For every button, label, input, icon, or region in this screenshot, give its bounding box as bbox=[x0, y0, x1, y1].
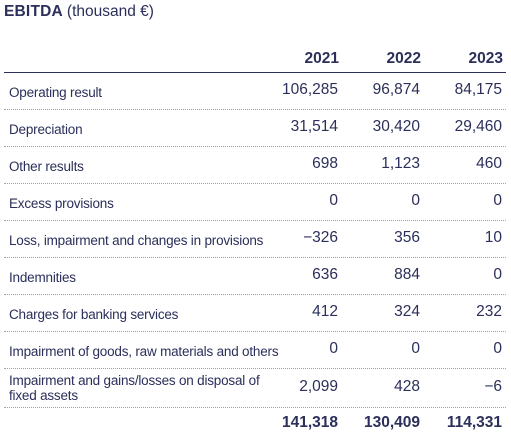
cell-2023: 0 bbox=[493, 340, 502, 357]
col-header-2022: 2022 bbox=[386, 50, 421, 67]
row-label: Depreciation bbox=[9, 122, 83, 137]
title-unit: (thousand €) bbox=[66, 3, 154, 20]
totals-row: 141,318 130,409 114,331 bbox=[4, 408, 506, 436]
total-2021: 141,318 bbox=[281, 414, 338, 431]
header-rule bbox=[4, 72, 506, 73]
table-title: EBITDA (thousand €) bbox=[4, 2, 154, 22]
cell-2021: 2,099 bbox=[299, 378, 338, 395]
col-header-2023: 2023 bbox=[468, 50, 503, 67]
col-header-2021: 2021 bbox=[304, 50, 339, 67]
cell-2022: 428 bbox=[394, 378, 420, 395]
cell-2021: 412 bbox=[312, 303, 338, 320]
cell-2023: −6 bbox=[484, 378, 502, 395]
cell-2022: 0 bbox=[411, 340, 420, 357]
cell-2021: 106,285 bbox=[281, 81, 338, 98]
table-row: Impairment of goods, raw materials and o… bbox=[4, 332, 506, 369]
total-2022: 130,409 bbox=[363, 414, 420, 431]
cell-2023: 10 bbox=[484, 229, 502, 246]
title-main: EBITDA bbox=[4, 3, 63, 20]
cell-2021: 0 bbox=[329, 340, 338, 357]
table-row: Impairment and gains/losses on disposal … bbox=[4, 369, 506, 408]
row-label: Operating result bbox=[9, 85, 102, 100]
cell-2022: 96,874 bbox=[372, 81, 420, 98]
cell-2022: 0 bbox=[411, 192, 420, 209]
row-label: Impairment and gains/losses on disposal … bbox=[9, 373, 260, 403]
table-row: Loss, impairment and changes in provisio… bbox=[4, 221, 506, 258]
row-label: Impairment of goods, raw materials and o… bbox=[9, 344, 279, 359]
cell-2022: 356 bbox=[394, 229, 420, 246]
cell-2023: 0 bbox=[493, 266, 502, 283]
table-row: Other results 698 1,123 460 bbox=[4, 147, 506, 184]
table-row: Depreciation 31,514 30,420 29,460 bbox=[4, 110, 506, 147]
cell-2023: 0 bbox=[493, 192, 502, 209]
total-2023: 114,331 bbox=[446, 414, 502, 431]
cell-2022: 884 bbox=[394, 266, 420, 283]
cell-2021: 31,514 bbox=[290, 118, 338, 135]
column-header: 2021 2022 2023 bbox=[0, 48, 511, 70]
table-row: Indemnities 636 884 0 bbox=[4, 258, 506, 295]
cell-2021: 636 bbox=[312, 266, 338, 283]
row-label: Charges for banking services bbox=[9, 307, 179, 322]
cell-2023: 29,460 bbox=[454, 118, 502, 135]
cell-2022: 1,123 bbox=[381, 155, 420, 172]
cell-2023: 460 bbox=[476, 155, 502, 172]
table-row: Excess provisions 0 0 0 bbox=[4, 184, 506, 221]
row-label: Other results bbox=[9, 159, 84, 174]
cell-2023: 232 bbox=[476, 303, 502, 320]
row-label: Loss, impairment and changes in provisio… bbox=[9, 233, 264, 248]
cell-2021: 698 bbox=[312, 155, 338, 172]
cell-2021: 0 bbox=[329, 192, 338, 209]
cell-2022: 30,420 bbox=[372, 118, 420, 135]
table-row: Operating result 106,285 96,874 84,175 bbox=[4, 73, 506, 110]
cell-2022: 324 bbox=[394, 303, 420, 320]
cell-2023: 84,175 bbox=[454, 81, 502, 98]
row-label: Excess provisions bbox=[9, 196, 114, 211]
cell-2021: −326 bbox=[303, 229, 338, 246]
row-label: Indemnities bbox=[9, 270, 76, 285]
table-row: Charges for banking services 412 324 232 bbox=[4, 295, 506, 332]
